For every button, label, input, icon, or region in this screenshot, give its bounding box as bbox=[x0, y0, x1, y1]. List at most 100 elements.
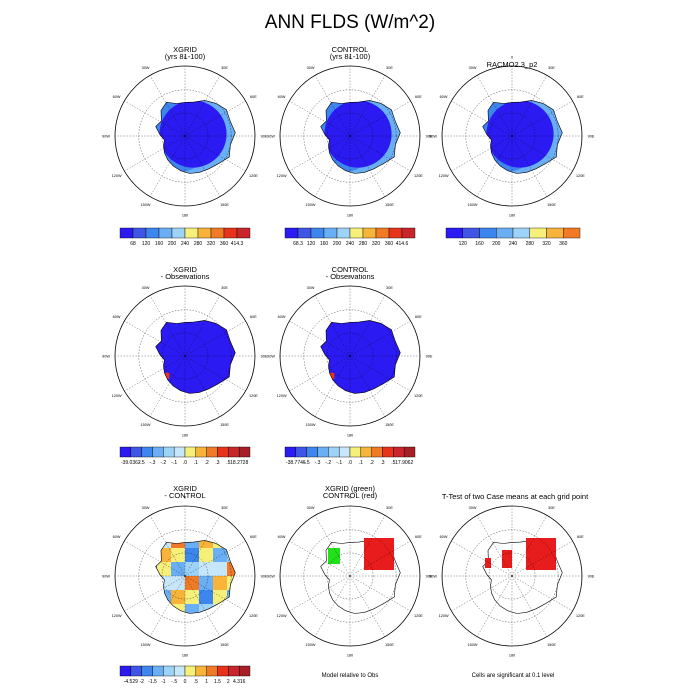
colorbar-label: -.5 bbox=[171, 679, 177, 685]
longitude-label: 120W bbox=[277, 394, 287, 398]
longitude-label: 60W bbox=[113, 315, 121, 319]
colorbar-label: -.2 bbox=[160, 460, 166, 466]
map-boundary bbox=[441, 505, 583, 647]
colorbar-label: 280 bbox=[526, 241, 535, 247]
field-cell bbox=[213, 562, 227, 576]
longitude-label: 120E bbox=[414, 614, 423, 618]
colorbar-label: -.2 bbox=[325, 460, 331, 466]
colorbar-swatch bbox=[173, 665, 186, 677]
longitude-label: 30W bbox=[142, 66, 150, 70]
longitude-label: 120E bbox=[414, 394, 423, 398]
colorbar-swatch bbox=[462, 227, 480, 239]
colorbar-swatch bbox=[323, 227, 338, 239]
sig-red-cells bbox=[526, 538, 556, 570]
meridian bbox=[124, 135, 186, 172]
field-cell bbox=[155, 576, 157, 590]
colorbar-label: 320 bbox=[207, 241, 216, 247]
longitude-label: 90E bbox=[588, 575, 595, 579]
field-cell bbox=[185, 632, 199, 646]
meridian bbox=[184, 75, 221, 137]
field-cell bbox=[171, 548, 185, 562]
colorbar-swatch bbox=[173, 446, 186, 458]
panel-title-ttest: T-Test of two Case means at each grid po… bbox=[441, 492, 589, 501]
latitude-circle bbox=[161, 332, 209, 380]
field-cell bbox=[227, 562, 236, 576]
longitude-label: 150E bbox=[220, 643, 229, 647]
longitude-label: 120E bbox=[249, 394, 258, 398]
meridian bbox=[511, 135, 573, 172]
colorbar-label: 160 bbox=[155, 241, 164, 247]
panel-title-control-obs: CONTROL - Observations bbox=[325, 265, 375, 281]
colorbar-label: -.5 bbox=[139, 460, 145, 466]
colorbar-swatch bbox=[197, 227, 212, 239]
colorbar-swatch bbox=[401, 227, 416, 239]
longitude-label: 60E bbox=[250, 535, 257, 539]
colorbar-swatch bbox=[130, 665, 142, 677]
longitude-label: 180 bbox=[509, 214, 515, 218]
field-cell bbox=[115, 520, 129, 534]
colorbar-swatch bbox=[375, 227, 390, 239]
longitude-label: 30W bbox=[142, 286, 150, 290]
colorbar-swatch bbox=[184, 665, 197, 677]
colorbar-label: 240 bbox=[346, 241, 355, 247]
colorbar-swatch bbox=[529, 227, 547, 239]
colorbar-swatch bbox=[132, 227, 147, 239]
colorbar-swatch bbox=[336, 227, 351, 239]
longitude-label: 60W bbox=[113, 95, 121, 99]
longitude-label: 150W bbox=[468, 643, 478, 647]
meridian bbox=[511, 575, 548, 637]
colorbar-label: 320 bbox=[542, 241, 551, 247]
meridian bbox=[476, 75, 513, 137]
longitude-label: 90E bbox=[588, 135, 595, 139]
polar-map-3: 0 30E 60E 90E 120E 150E 180 150W 120W 90W 60W 30W bbox=[102, 276, 268, 438]
field-cell bbox=[129, 590, 143, 604]
colorbar-label: .0 bbox=[183, 460, 187, 466]
colorbar-swatch bbox=[206, 665, 218, 677]
longitude-label: 60W bbox=[440, 95, 448, 99]
colorbar-label: .5 bbox=[194, 679, 198, 685]
longitude-label: 180 bbox=[347, 214, 353, 218]
longitude-label: 30E bbox=[386, 66, 393, 70]
colorbar-swatch bbox=[210, 227, 225, 239]
meridian bbox=[511, 75, 548, 137]
field-cell bbox=[143, 520, 157, 534]
meridian bbox=[451, 135, 513, 172]
colorbar-swatch bbox=[119, 227, 134, 239]
colorbar-0: 68 120 160 200 240 280 320 360 414.3 bbox=[119, 227, 251, 247]
colorbar-swatch bbox=[238, 665, 251, 677]
colorbar-swatch bbox=[238, 446, 251, 458]
colorbar-swatch bbox=[382, 446, 394, 458]
meridian bbox=[184, 355, 246, 392]
field-cell bbox=[159, 100, 227, 168]
field-cell bbox=[171, 576, 185, 590]
field-cell bbox=[213, 590, 227, 604]
panel-title-xgrid: XGRID (yrs 81-100) bbox=[164, 45, 206, 61]
colorbar-label: 240 bbox=[181, 241, 190, 247]
colorbar-swatch bbox=[163, 665, 175, 677]
longitude-label: 150E bbox=[547, 643, 556, 647]
meridian bbox=[349, 135, 411, 172]
colorbar-swatch bbox=[371, 446, 383, 458]
colorbar-swatch bbox=[217, 446, 229, 458]
colorbar-swatch bbox=[349, 227, 364, 239]
latitude-circle bbox=[161, 552, 209, 600]
note-model-relative: Model relative to Obs bbox=[321, 673, 379, 679]
colorbar-label: .3 bbox=[380, 460, 384, 466]
colorbar-label: -.1 bbox=[336, 460, 342, 466]
latitude-circle bbox=[488, 552, 536, 600]
field-cell bbox=[199, 604, 213, 614]
panel-title-control: CONTROL (yrs 81-100) bbox=[329, 45, 371, 61]
colorbar-label: 200 bbox=[492, 241, 501, 247]
field-cell bbox=[199, 520, 213, 534]
longitude-label: 120E bbox=[576, 174, 585, 178]
colorbar-swatch bbox=[184, 227, 199, 239]
field-cell bbox=[129, 604, 143, 618]
longitude-label: 150E bbox=[547, 203, 556, 207]
field-cell bbox=[241, 520, 255, 534]
field-cell bbox=[171, 632, 185, 646]
longitude-label: 60E bbox=[250, 95, 257, 99]
map-boundary bbox=[441, 65, 583, 207]
longitude-label: 120E bbox=[576, 614, 585, 618]
polar-map-2: 0 30E 60E 90E 120E 150E 180 150W 120W 90W 60W 30W bbox=[429, 56, 595, 218]
meridian bbox=[476, 135, 513, 197]
